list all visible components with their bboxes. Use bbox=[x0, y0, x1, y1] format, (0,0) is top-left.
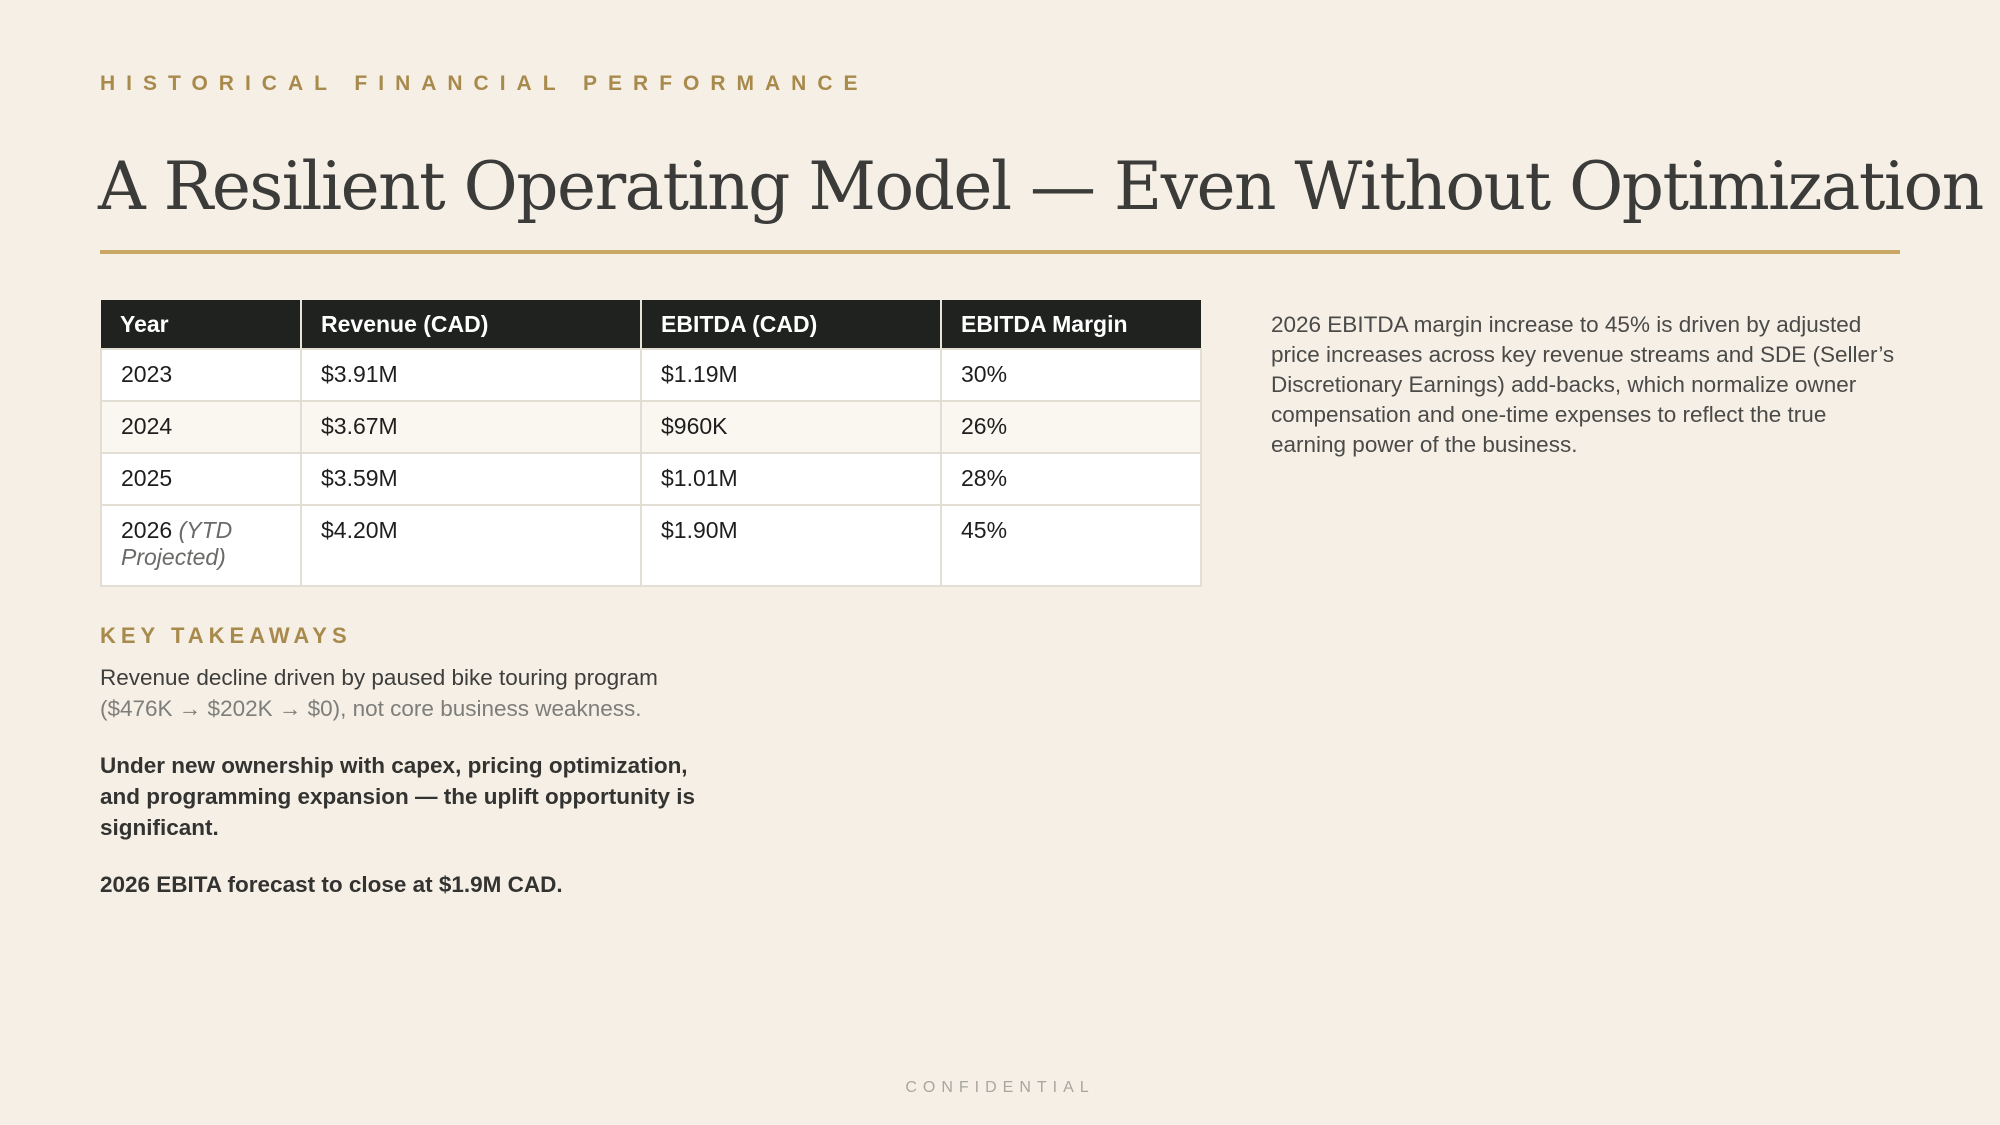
projection-note: (YTD Projected) bbox=[121, 517, 233, 570]
table-header-row: Year Revenue (CAD) EBITDA (CAD) EBITDA M… bbox=[101, 300, 1201, 349]
page-title: A Resilient Operating Model — Even Witho… bbox=[98, 148, 1984, 225]
financial-table: Year Revenue (CAD) EBITDA (CAD) EBITDA M… bbox=[100, 300, 1202, 587]
table-row: 2026 (YTD Projected) $4.20M $1.90M 45% bbox=[100, 504, 1202, 587]
cell-ebitda: $1.90M bbox=[640, 504, 942, 587]
takeaways-heading: KEY TAKEAWAYS bbox=[100, 623, 352, 648]
cell-margin: 28% bbox=[940, 452, 1202, 506]
cell-year: 2025 bbox=[100, 452, 302, 506]
takeaway-forecast: 2026 EBITA forecast to close at $1.9M CA… bbox=[100, 872, 563, 897]
takeaway-line: Revenue decline driven by paused bike to… bbox=[100, 665, 658, 690]
cell-margin: 30% bbox=[940, 348, 1202, 402]
cell-year: 2024 bbox=[100, 400, 302, 454]
header-margin: EBITDA Margin bbox=[940, 300, 1201, 349]
cell-revenue: $3.91M bbox=[300, 348, 642, 402]
takeaway-revenue-decline: Revenue decline driven by paused bike to… bbox=[100, 662, 720, 724]
margin-explanation: 2026 EBITDA margin increase to 45% is dr… bbox=[1271, 312, 1895, 457]
takeaways-body: Revenue decline driven by paused bike to… bbox=[100, 662, 720, 900]
year-value: 2026 bbox=[121, 517, 173, 543]
confidential-footer: CONFIDENTIAL bbox=[905, 1079, 1095, 1096]
table-row: 2025 $3.59M $1.01M 28% bbox=[100, 452, 1202, 506]
header-year: Year bbox=[101, 300, 301, 349]
header-revenue: Revenue (CAD) bbox=[300, 300, 641, 349]
cell-ebitda: $960K bbox=[640, 400, 942, 454]
takeaway-detail: ($476K → $202K → $0), not core business … bbox=[100, 696, 642, 721]
cell-year: 2026 (YTD Projected) bbox=[100, 504, 302, 587]
cell-revenue: $4.20M bbox=[300, 504, 642, 587]
section-eyebrow: HISTORICAL FINANCIAL PERFORMANCE bbox=[100, 72, 869, 95]
cell-margin: 45% bbox=[940, 504, 1202, 587]
cell-ebitda: $1.19M bbox=[640, 348, 942, 402]
cell-margin: 26% bbox=[940, 400, 1202, 454]
header-ebitda: EBITDA (CAD) bbox=[640, 300, 941, 349]
takeaway-uplift: Under new ownership with capex, pricing … bbox=[100, 753, 696, 840]
table-row: 2023 $3.91M $1.19M 30% bbox=[100, 348, 1202, 402]
cell-ebitda: $1.01M bbox=[640, 452, 942, 506]
table-row: 2024 $3.67M $960K 26% bbox=[100, 400, 1202, 454]
cell-revenue: $3.59M bbox=[300, 452, 642, 506]
cell-year: 2023 bbox=[100, 348, 302, 402]
cell-revenue: $3.67M bbox=[300, 400, 642, 454]
title-divider bbox=[100, 250, 1900, 254]
